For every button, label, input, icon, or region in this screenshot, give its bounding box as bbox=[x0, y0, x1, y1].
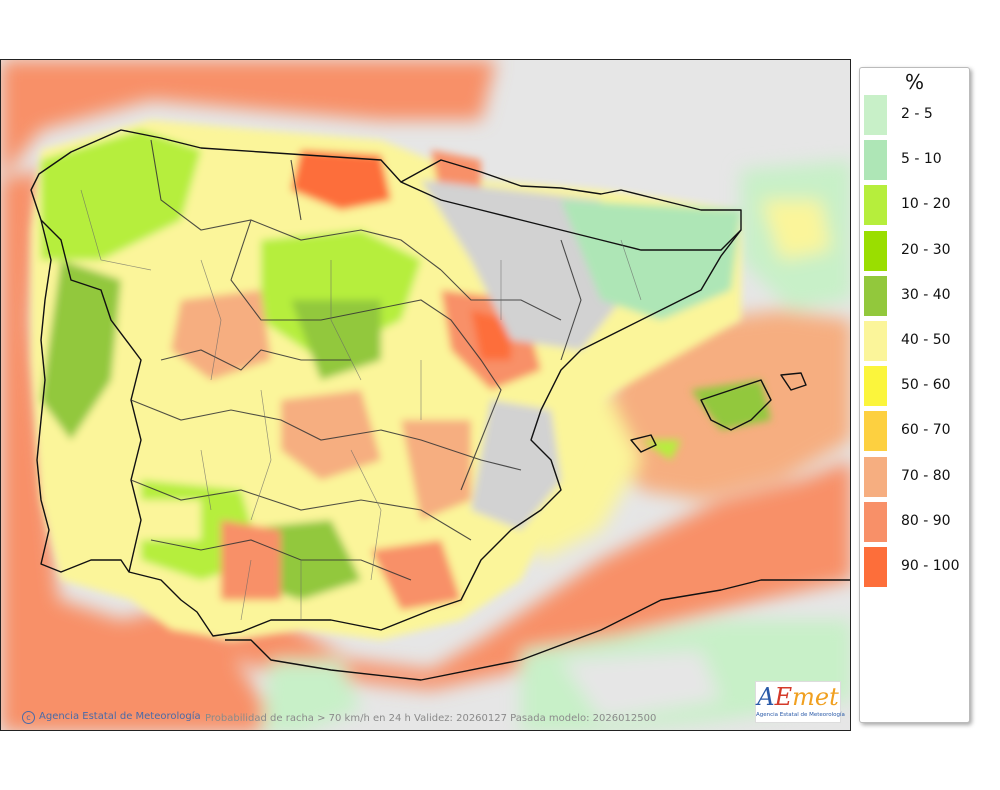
legend-item: 30 - 40 bbox=[864, 275, 968, 316]
legend-panel: % 2 - 5 5 - 10 10 - 20 20 - 30 30 - 40 40 - 5… bbox=[859, 67, 970, 723]
legend-item: 5 - 10 bbox=[864, 140, 968, 181]
legend-swatch bbox=[864, 501, 887, 542]
legend-item: 10 - 20 bbox=[864, 185, 968, 226]
region-borders bbox=[130, 139, 582, 581]
copyright-icon: c bbox=[22, 711, 35, 724]
province-borders bbox=[80, 189, 642, 621]
legend-label: 90 - 100 bbox=[901, 558, 960, 574]
legend-label: 5 - 10 bbox=[901, 151, 942, 168]
legend-swatch bbox=[864, 95, 887, 135]
map-canvas bbox=[1, 60, 850, 730]
logo-subtitle: Agencia Estatal de Meteorología bbox=[756, 712, 845, 718]
legend-swatch bbox=[864, 366, 887, 407]
legend-label: 70 - 80 bbox=[901, 467, 951, 484]
legend-label: 10 - 20 bbox=[901, 196, 951, 213]
legend-item: 20 - 30 bbox=[864, 230, 968, 271]
legend-swatch bbox=[864, 411, 887, 452]
aemet-logo: AEmet Agencia Estatal de Meteorología bbox=[755, 681, 845, 723]
legend-item: 50 - 60 bbox=[864, 366, 968, 407]
coastline bbox=[30, 129, 850, 681]
legend-swatch bbox=[864, 275, 887, 316]
legend-label: 2 - 5 bbox=[901, 106, 933, 122]
forecast-map bbox=[0, 59, 851, 731]
credit-text: c Agencia Estatal de Meteorología bbox=[22, 711, 201, 724]
legend-swatch bbox=[864, 321, 887, 361]
legend-unit: % bbox=[904, 70, 924, 94]
legend-label: 40 - 50 bbox=[901, 332, 951, 348]
legend-item: 90 - 100 bbox=[864, 547, 968, 587]
map-caption: Probabilidad de racha > 70 km/h en 24 h … bbox=[205, 713, 657, 724]
legend-label: 60 - 70 bbox=[901, 422, 951, 439]
legend-item: 60 - 70 bbox=[864, 411, 968, 452]
legend-swatch bbox=[864, 230, 887, 271]
legend-label: 30 - 40 bbox=[901, 286, 951, 303]
legend-label: 20 - 30 bbox=[901, 241, 951, 258]
legend-swatch bbox=[864, 140, 887, 181]
land-probability-field bbox=[31, 120, 771, 640]
legend-swatch bbox=[864, 547, 887, 587]
country-border bbox=[40, 181, 742, 573]
credit-label: Agencia Estatal de Meteorología bbox=[39, 711, 201, 722]
legend-item: 40 - 50 bbox=[864, 321, 968, 361]
legend-swatch bbox=[864, 456, 887, 497]
logo-wordmark: AEmet bbox=[757, 683, 839, 711]
legend-label: 80 - 90 bbox=[901, 512, 951, 529]
legend-label: 50 - 60 bbox=[901, 377, 951, 394]
legend-item: 80 - 90 bbox=[864, 501, 968, 542]
legend-item: 2 - 5 bbox=[864, 95, 968, 135]
legend-swatch bbox=[864, 185, 887, 226]
legend-item: 70 - 80 bbox=[864, 456, 968, 497]
